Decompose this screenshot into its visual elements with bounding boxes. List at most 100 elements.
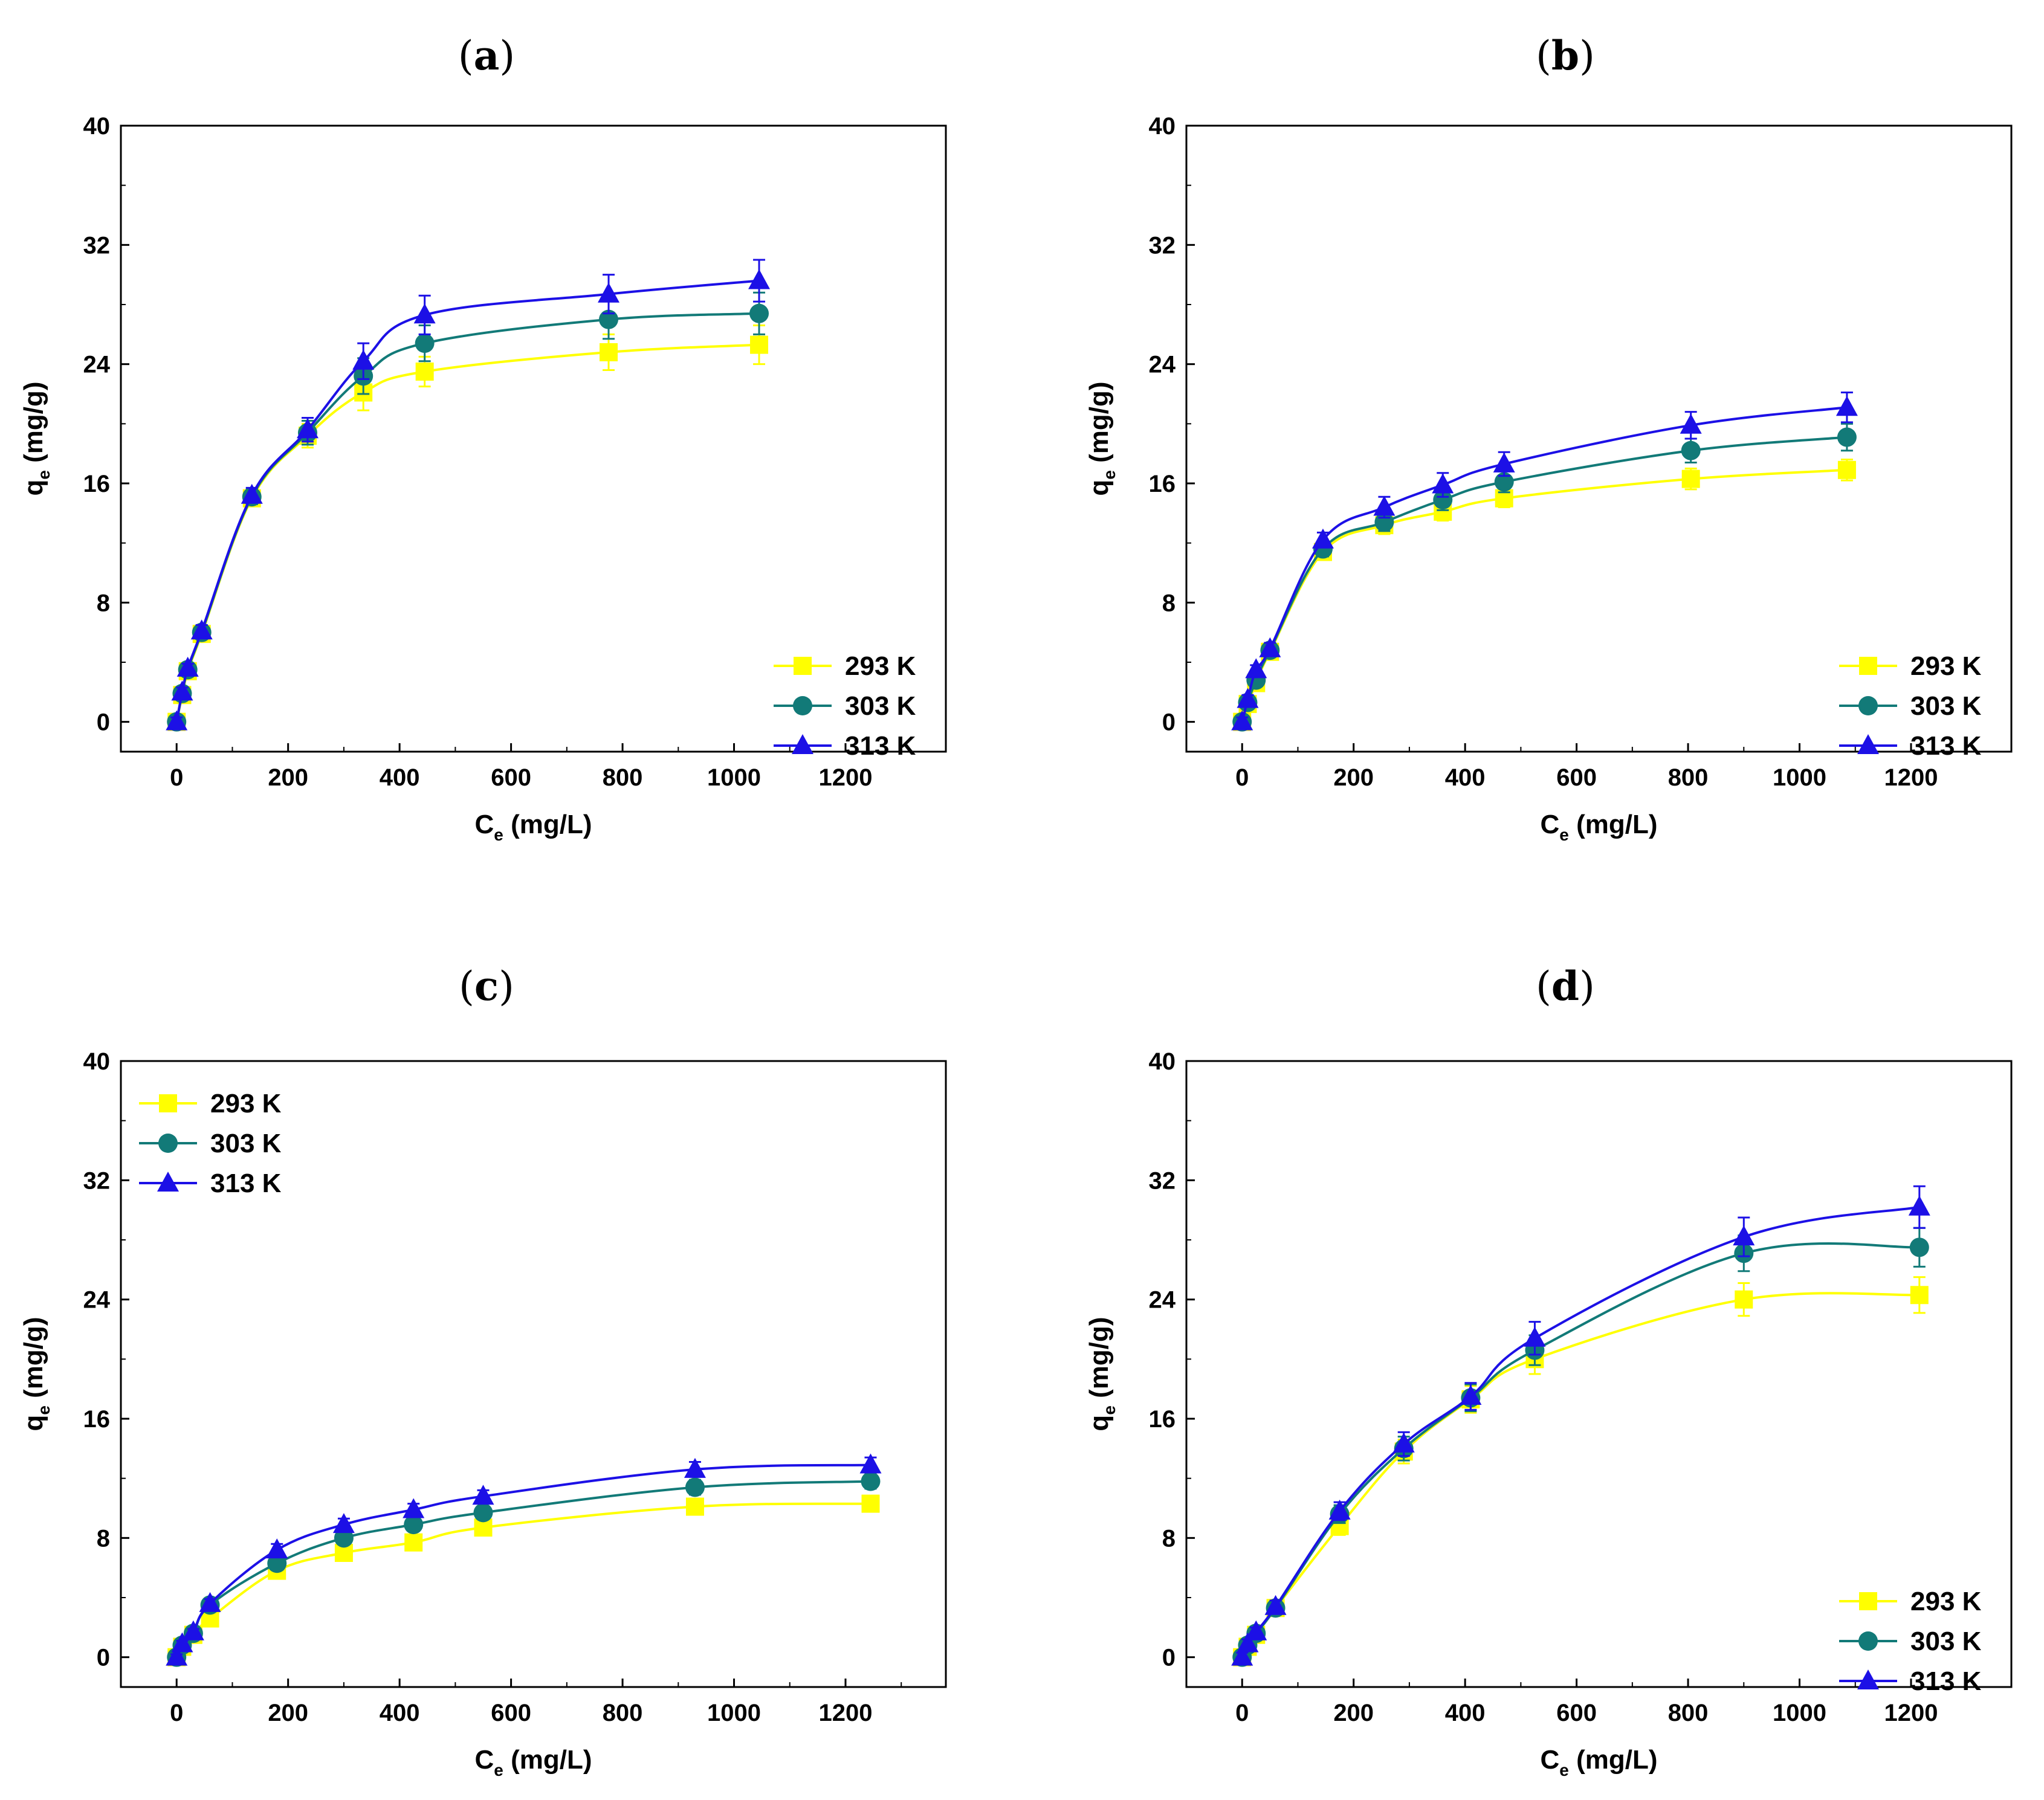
data-point-circle-8 bbox=[599, 309, 619, 329]
legend-entry-293k: 293 K bbox=[774, 651, 916, 681]
data-point-circle-8 bbox=[685, 1477, 705, 1497]
data-point-square-legend bbox=[794, 657, 812, 675]
data-point-triangle-5 bbox=[296, 418, 319, 439]
series-303k bbox=[1232, 422, 1857, 732]
panel-label-close: ) bbox=[1579, 963, 1595, 1010]
data-point-triangle-legend bbox=[792, 734, 813, 754]
data-point-circle-8 bbox=[1681, 440, 1701, 460]
data-point-circle-legend bbox=[1858, 1631, 1878, 1651]
x-tick-label: 200 bbox=[1333, 1700, 1374, 1726]
data-point-triangle-8 bbox=[1733, 1225, 1755, 1246]
data-point-triangle-9 bbox=[1835, 396, 1858, 416]
data-point-triangle-3 bbox=[199, 1592, 221, 1612]
data-point-square-9 bbox=[1910, 1286, 1929, 1305]
x-tick-label: 0 bbox=[1235, 1700, 1249, 1726]
y-tick-label: 24 bbox=[1149, 1287, 1176, 1314]
panel-label-open: ( bbox=[458, 33, 474, 79]
legend: 293 K 303 K 313 K bbox=[139, 1089, 282, 1198]
y-axis-title-sub: e bbox=[34, 470, 53, 480]
data-point-triangle-2 bbox=[182, 1620, 204, 1640]
x-tick-label: 600 bbox=[491, 764, 531, 791]
series-line bbox=[175, 312, 760, 723]
data-point-triangle-1 bbox=[171, 1632, 193, 1653]
legend-label: 313 K bbox=[1910, 731, 1982, 761]
data-point-triangle-0 bbox=[166, 710, 188, 731]
data-point-triangle-4 bbox=[1311, 528, 1334, 549]
legend-entry-303k: 303 K bbox=[139, 1129, 282, 1158]
legend-label: 293 K bbox=[1910, 1587, 1982, 1616]
data-point-triangle-3 bbox=[1259, 637, 1281, 657]
data-point-circle-7 bbox=[415, 334, 435, 353]
legend-label: 303 K bbox=[845, 691, 916, 721]
data-point-circle-6 bbox=[404, 1515, 424, 1535]
panel-label-open: ( bbox=[459, 963, 474, 1010]
y-tick-label: 24 bbox=[1149, 352, 1176, 378]
x-tick-label: 1000 bbox=[1773, 764, 1826, 791]
data-point-square-9 bbox=[1837, 460, 1856, 479]
data-point-triangle-7 bbox=[1524, 1326, 1546, 1347]
x-tick-label: 0 bbox=[1235, 764, 1249, 791]
x-tick-label: 200 bbox=[268, 1700, 308, 1726]
plot-frame bbox=[1185, 1060, 2013, 1688]
legend-label: 293 K bbox=[210, 1089, 282, 1118]
y-tick-label: 0 bbox=[1162, 709, 1176, 736]
y-tick-label: 8 bbox=[1162, 590, 1176, 616]
x-axis-title-main: C bbox=[475, 810, 494, 839]
data-point-triangle-1 bbox=[1237, 688, 1259, 708]
data-point-triangle-8 bbox=[598, 282, 620, 303]
legend-entry-313k: 313 K bbox=[139, 1169, 282, 1198]
data-point-circle-7 bbox=[473, 1503, 493, 1523]
data-point-triangle-1 bbox=[171, 680, 193, 701]
x-tick-label: 1000 bbox=[707, 1700, 761, 1726]
x-axis-title-sub: e bbox=[1559, 1761, 1569, 1779]
x-axis-title-sub: e bbox=[1559, 825, 1569, 844]
data-point-circle-7 bbox=[1494, 472, 1514, 492]
y-tick-label: 0 bbox=[1162, 1645, 1176, 1671]
legend-entry-303k: 303 K bbox=[1839, 1627, 1982, 1656]
series-293k bbox=[1233, 459, 1856, 731]
x-axis-title-sub: e bbox=[494, 1761, 503, 1779]
data-point-triangle-2 bbox=[1245, 658, 1267, 679]
y-axis-title-sub: e bbox=[1100, 470, 1119, 480]
x-tick-label: 0 bbox=[170, 1700, 183, 1726]
panel-label-letter: c bbox=[474, 963, 499, 1010]
legend-label: 303 K bbox=[1910, 1627, 1982, 1656]
x-tick-label: 1000 bbox=[707, 764, 761, 791]
legend: 293 K 303 K 313 K bbox=[774, 651, 916, 761]
x-tick-label: 800 bbox=[603, 764, 643, 791]
data-point-triangle-2 bbox=[1245, 1620, 1267, 1640]
data-point-square-8 bbox=[600, 343, 618, 361]
panel-label: (a) bbox=[458, 32, 515, 79]
x-axis-title-main: C bbox=[1541, 810, 1560, 839]
y-tick-label: 40 bbox=[1149, 113, 1176, 140]
x-tick-label: 1200 bbox=[818, 1700, 872, 1726]
y-axis-title-sub: e bbox=[34, 1405, 53, 1415]
x-axis-title: Ce (mg/L) bbox=[1541, 1745, 1658, 1779]
y-axis-title: qe (mg/g) bbox=[1084, 381, 1119, 495]
data-point-triangle-6 bbox=[403, 1498, 425, 1518]
data-point-triangle-6 bbox=[1460, 1385, 1482, 1405]
data-point-square-legend bbox=[1859, 657, 1877, 675]
x-tick-label: 400 bbox=[1445, 764, 1486, 791]
data-point-triangle-4 bbox=[1328, 1499, 1351, 1520]
panel-label-letter: b bbox=[1551, 32, 1579, 79]
y-tick-label: 32 bbox=[1149, 1167, 1176, 1194]
x-tick-label: 1200 bbox=[1884, 1700, 1938, 1726]
x-tick-label: 1000 bbox=[1773, 1700, 1826, 1726]
panel-label: (b) bbox=[1536, 32, 1595, 79]
y-tick-label: 40 bbox=[83, 1048, 111, 1075]
data-point-triangle-5 bbox=[332, 1513, 355, 1534]
y-tick-label: 16 bbox=[83, 471, 111, 497]
y-tick-label: 32 bbox=[83, 232, 111, 259]
legend: 293 K 303 K 313 K bbox=[1839, 651, 1982, 761]
data-point-triangle-7 bbox=[472, 1485, 494, 1505]
legend-entry-313k: 313 K bbox=[1839, 731, 1982, 761]
data-point-circle-4 bbox=[267, 1553, 287, 1573]
data-point-triangle-2 bbox=[176, 656, 199, 677]
series-line bbox=[1241, 1292, 1919, 1658]
panel-label-close: ) bbox=[499, 33, 515, 79]
legend-entry-313k: 313 K bbox=[1839, 1666, 1982, 1696]
x-axis-title-main: C bbox=[1541, 1745, 1560, 1775]
